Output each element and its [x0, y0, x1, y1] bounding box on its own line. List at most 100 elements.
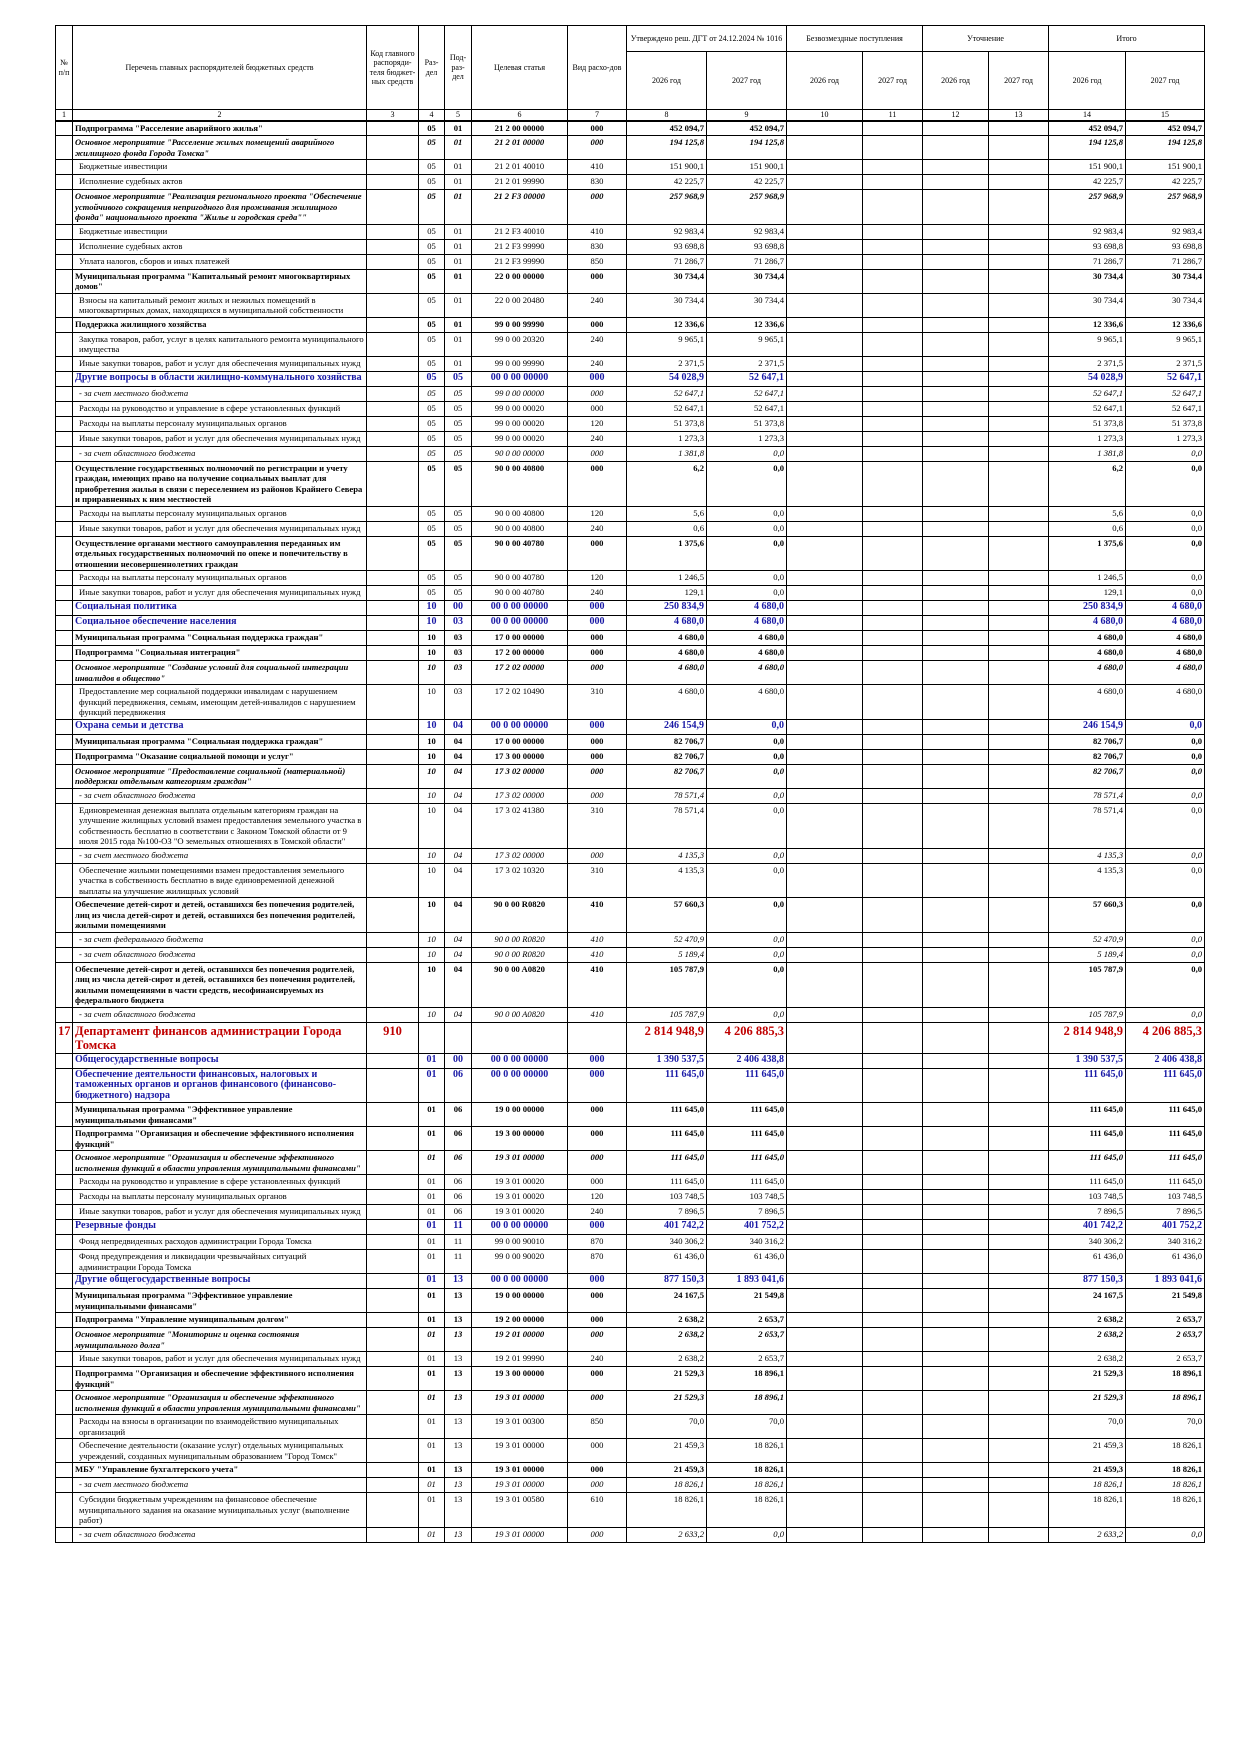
cell: 12 336,6 [705, 316, 788, 333]
cell [55, 292, 73, 318]
cell [862, 748, 924, 765]
cell [366, 1327, 419, 1352]
table-row: МБУ "Управление бухгалтерского учета" 01 1… [55, 1462, 1206, 1478]
table-row: Подпрограмма "Социальная интеграция" 10 03… [55, 645, 1206, 661]
cell: 90 0 00 A0820 [471, 1006, 568, 1023]
cell: Фонд непредвиденных расходов администрац… [72, 1234, 367, 1250]
cell: 2 653,7 [1125, 1351, 1206, 1367]
cell [922, 1312, 990, 1328]
cell [55, 385, 73, 402]
cell [988, 718, 1050, 735]
cell [922, 1126, 990, 1151]
table-row: Социальное обеспечение населения 10 03 00 0… [55, 615, 1206, 631]
cell: 05 [444, 585, 472, 601]
cell: 90 0 00 R0820 [471, 931, 568, 948]
cell [988, 684, 1050, 720]
cell [55, 1189, 73, 1205]
cell: 06 [444, 1102, 472, 1127]
cell [366, 135, 419, 160]
cell [922, 763, 990, 789]
cell: 0,0 [705, 718, 788, 735]
cell: 10 [418, 862, 445, 898]
cell: Департамент финансов администрации Город… [72, 1021, 367, 1054]
cell [922, 931, 990, 948]
cell: 4 135,3 [626, 847, 707, 864]
cell [55, 1204, 73, 1220]
table-row: Основное мероприятие "Предоставление соц… [55, 763, 1206, 789]
cell: 52 647,1 [705, 400, 788, 417]
cell: 71 286,7 [705, 253, 788, 270]
cell: 00 0 00 00000 [471, 718, 568, 735]
cell [922, 238, 990, 255]
cell: 111 645,0 [705, 1150, 788, 1175]
cell [55, 520, 73, 537]
cell: 0,0 [705, 520, 788, 537]
cell [922, 1366, 990, 1391]
cell: 0,0 [705, 535, 788, 571]
cell: 03 [444, 645, 472, 661]
cell [988, 159, 1050, 175]
cell: 05 [444, 385, 472, 402]
cell: 05 [418, 535, 445, 571]
cell: 5,6 [1048, 505, 1127, 522]
cell: 13 [444, 1288, 472, 1313]
cell: 51 373,8 [705, 415, 788, 432]
cell: 30 734,4 [1125, 292, 1206, 318]
cell [922, 120, 990, 136]
cell: 111 645,0 [626, 1126, 707, 1151]
cell: 111 645,0 [1125, 1067, 1206, 1103]
cell [366, 802, 419, 849]
cell [366, 415, 419, 432]
cell: 2 653,7 [1125, 1327, 1206, 1352]
cell [366, 1174, 419, 1190]
cell [862, 1477, 924, 1493]
cell: 10 [418, 615, 445, 631]
cell: 21 459,3 [1048, 1462, 1127, 1478]
cell: 01 [444, 120, 472, 136]
cell [988, 1414, 1050, 1439]
cell: 0,0 [1125, 847, 1206, 864]
cell: 0,0 [1125, 763, 1206, 789]
cell: 10 [418, 847, 445, 864]
cell: 19 3 01 00000 [471, 1438, 568, 1463]
cell [922, 645, 990, 661]
cell: 257 968,9 [1125, 189, 1206, 225]
header-cell: 2026 год [786, 51, 864, 110]
cell: 05 [418, 570, 445, 586]
cell: 0,0 [705, 505, 788, 522]
cell: 410 [567, 223, 627, 240]
cell: 129,1 [1048, 585, 1127, 601]
cell [922, 585, 990, 601]
cell: Муниципальная программа "Эффективное упр… [72, 1102, 367, 1127]
cell: 7 896,5 [705, 1204, 788, 1220]
cell: 06 [444, 1067, 472, 1103]
cell [862, 1126, 924, 1151]
cell: 17 0 00 00000 [471, 733, 568, 750]
cell: 0,0 [705, 931, 788, 948]
cell: 21 2 F3 40010 [471, 223, 568, 240]
cell: 13 [444, 1273, 472, 1289]
cell [922, 253, 990, 270]
cell: 05 [418, 400, 445, 417]
cell: 01 [418, 1327, 445, 1352]
cell [366, 946, 419, 963]
cell: 93 698,8 [1125, 238, 1206, 255]
cell: Основное мероприятие "Реализация региона… [72, 189, 367, 225]
cell: 1 246,5 [1048, 570, 1127, 586]
cell [988, 316, 1050, 333]
cell [366, 120, 419, 136]
cell: 61 436,0 [1125, 1249, 1206, 1274]
cell: 000 [567, 268, 627, 294]
cell: 18 896,1 [1125, 1366, 1206, 1391]
cell: Социальная политика [72, 600, 367, 616]
cell [366, 1288, 419, 1313]
cell [862, 630, 924, 646]
table-row: - за счет местного бюджета 10 04 17 3 02 00… [55, 847, 1206, 864]
cell: 01 [418, 1366, 445, 1391]
cell: 111 645,0 [705, 1174, 788, 1190]
cell: 01 [418, 1390, 445, 1415]
cell [55, 748, 73, 765]
cell: 70,0 [1048, 1414, 1127, 1439]
cell: Общегосударственные вопросы [72, 1052, 367, 1069]
cell: 401 742,2 [1048, 1219, 1127, 1235]
